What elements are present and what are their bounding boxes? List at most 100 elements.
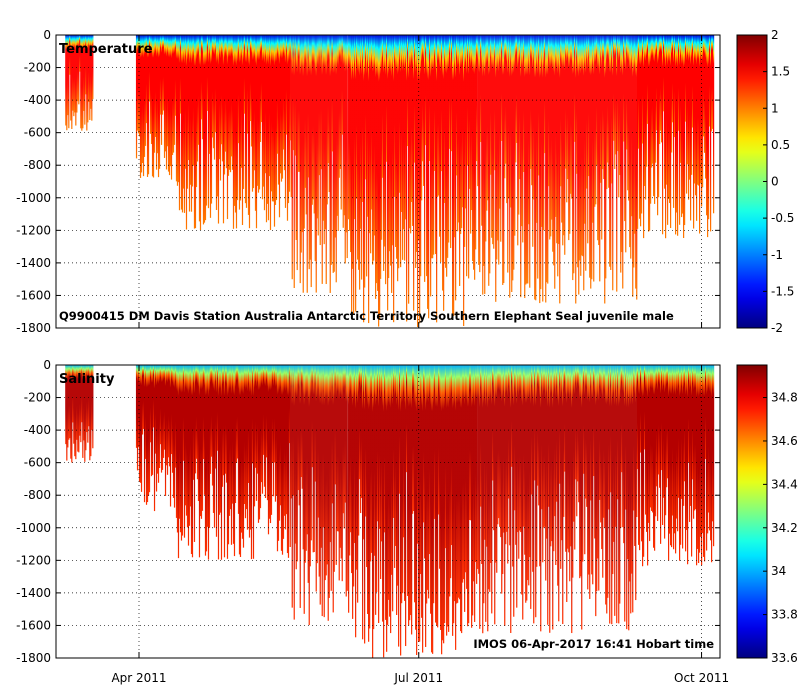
profile-column bbox=[446, 365, 448, 636]
profile-column bbox=[431, 365, 433, 653]
profile-column bbox=[442, 35, 444, 291]
profile-column bbox=[508, 35, 510, 199]
profile-column bbox=[674, 365, 676, 534]
profile-column bbox=[539, 35, 541, 304]
profile-column bbox=[599, 365, 601, 500]
profile-column bbox=[379, 35, 381, 319]
profile-column bbox=[633, 35, 635, 268]
profile-column bbox=[649, 35, 651, 231]
profile-column bbox=[338, 365, 340, 581]
y-tick-label: -400 bbox=[24, 423, 51, 437]
profile-column bbox=[339, 35, 341, 169]
profile-column bbox=[610, 35, 612, 270]
panel-annotation: Q9900415 DM Davis Station Australia Anta… bbox=[59, 309, 674, 323]
profile-column bbox=[542, 35, 544, 302]
profile-column bbox=[197, 35, 200, 145]
profile-column bbox=[455, 365, 457, 650]
profile-column bbox=[534, 35, 536, 300]
profile-column bbox=[280, 35, 283, 182]
profile-column bbox=[529, 365, 531, 558]
profile-column bbox=[407, 35, 409, 147]
profile-column bbox=[231, 365, 234, 504]
profile-column bbox=[641, 35, 643, 214]
profile-column bbox=[277, 365, 280, 541]
profile-column bbox=[622, 365, 624, 528]
profile-column bbox=[72, 35, 74, 111]
profile-column bbox=[524, 35, 526, 299]
profile-column bbox=[219, 35, 222, 181]
profile-column bbox=[182, 365, 185, 461]
y-tick-label: -600 bbox=[24, 456, 51, 470]
profile-column bbox=[449, 35, 451, 149]
profile-column bbox=[146, 35, 149, 177]
profile-column bbox=[233, 35, 236, 206]
profile-column bbox=[692, 35, 694, 128]
colorbar-tick-label: 0 bbox=[771, 175, 779, 189]
profile-column bbox=[547, 365, 549, 625]
profile-column bbox=[248, 365, 251, 538]
profile-column bbox=[206, 35, 209, 111]
profile-column bbox=[361, 35, 363, 280]
profile-column bbox=[81, 35, 83, 131]
profile-column bbox=[486, 35, 488, 211]
profile-column bbox=[425, 365, 427, 647]
profile-column bbox=[655, 365, 657, 517]
profile-column bbox=[489, 35, 491, 274]
profile-column bbox=[700, 365, 702, 537]
profile-column bbox=[261, 365, 264, 494]
profile-column bbox=[450, 35, 452, 249]
profile-column bbox=[570, 35, 572, 194]
profile-column bbox=[711, 35, 713, 132]
profile-column bbox=[378, 35, 380, 327]
profile-column bbox=[471, 365, 473, 628]
colorbar-tick-label: 34 bbox=[771, 564, 786, 578]
profile-column bbox=[175, 365, 178, 518]
profile-column bbox=[298, 35, 300, 172]
profile-column bbox=[563, 35, 565, 236]
profile-column bbox=[494, 365, 496, 625]
profile-column bbox=[400, 365, 402, 656]
profile-column bbox=[686, 35, 688, 194]
profile-column bbox=[215, 35, 218, 210]
profile-column bbox=[520, 365, 522, 533]
profile-column bbox=[74, 35, 76, 113]
profile-column bbox=[514, 35, 516, 236]
profile-column bbox=[505, 35, 507, 164]
profile-column bbox=[358, 365, 360, 536]
profile-column bbox=[491, 365, 493, 614]
profile-column bbox=[422, 365, 424, 653]
profile-column bbox=[627, 35, 629, 191]
profile-column bbox=[390, 365, 392, 634]
profile-column bbox=[188, 35, 191, 212]
profile-column bbox=[537, 365, 539, 486]
profile-column bbox=[327, 35, 329, 164]
profile-column bbox=[640, 35, 642, 227]
profile-column bbox=[556, 365, 558, 502]
profile-column bbox=[252, 365, 255, 559]
profile-column bbox=[190, 365, 193, 555]
profile-column bbox=[395, 365, 397, 546]
profile-column bbox=[392, 35, 394, 246]
profile-column bbox=[393, 365, 395, 518]
profile-column bbox=[571, 365, 573, 634]
profile-column bbox=[216, 365, 219, 451]
profile-column bbox=[698, 35, 700, 186]
profile-column bbox=[222, 365, 225, 476]
profile-column bbox=[349, 35, 351, 231]
profile-column bbox=[255, 35, 258, 229]
profile-column bbox=[280, 365, 283, 551]
profile-column bbox=[285, 365, 288, 515]
profile-column bbox=[566, 365, 568, 602]
profile-column bbox=[571, 35, 573, 199]
profile-column bbox=[169, 35, 172, 167]
profile-column bbox=[190, 35, 193, 212]
profile-column bbox=[75, 365, 77, 460]
profile-column bbox=[307, 35, 309, 178]
profile-column bbox=[676, 365, 678, 519]
profile-column bbox=[316, 365, 318, 564]
profile-column bbox=[387, 35, 389, 311]
profile-column bbox=[290, 365, 292, 499]
y-tick-label: -400 bbox=[24, 93, 51, 107]
profile-column bbox=[428, 365, 430, 599]
profile-column bbox=[170, 35, 173, 180]
